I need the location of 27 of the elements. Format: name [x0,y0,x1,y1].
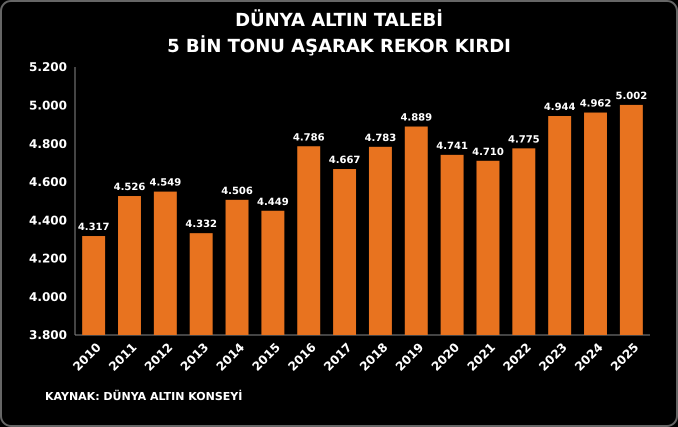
data-label: 4.741 [436,140,468,152]
y-tick-label: 5.200 [29,60,67,74]
data-label: 5.002 [616,90,648,102]
y-tick-label: 4.800 [29,136,67,151]
y-tick-label: 4.000 [29,290,67,304]
y-tick-label: 4.200 [29,252,67,266]
data-label: 4.549 [150,178,182,189]
data-label: 4.786 [292,132,325,144]
data-label: 4.889 [400,112,432,124]
data-label: 4.317 [78,222,110,234]
y-tick-label: 4.600 [29,175,67,190]
data-label: 4.775 [508,134,540,146]
chart-title: DÜNYA ALTIN TALEBİ [235,9,443,31]
data-label: 4.962 [580,98,612,110]
chart-subtitle: 5 BİN TONU AŞARAK REKOR KIRDI [167,35,511,57]
data-label: 4.944 [544,102,576,114]
data-label: 4.526 [114,182,146,194]
data-label: 4.783 [364,132,396,144]
data-label: 4.506 [221,186,253,197]
y-tick-label: 4.400 [29,213,67,228]
data-label: 4.667 [328,155,360,166]
text: KAYNAK: DÜNYA ALTIN KONSEYİ [45,389,242,403]
y-tick-label: 3.800 [29,328,67,342]
data-label: 4.332 [185,219,218,230]
y-tick-label: 5.000 [29,98,67,112]
data-label: 4.449 [257,196,289,208]
data-label: 4.710 [472,146,504,158]
